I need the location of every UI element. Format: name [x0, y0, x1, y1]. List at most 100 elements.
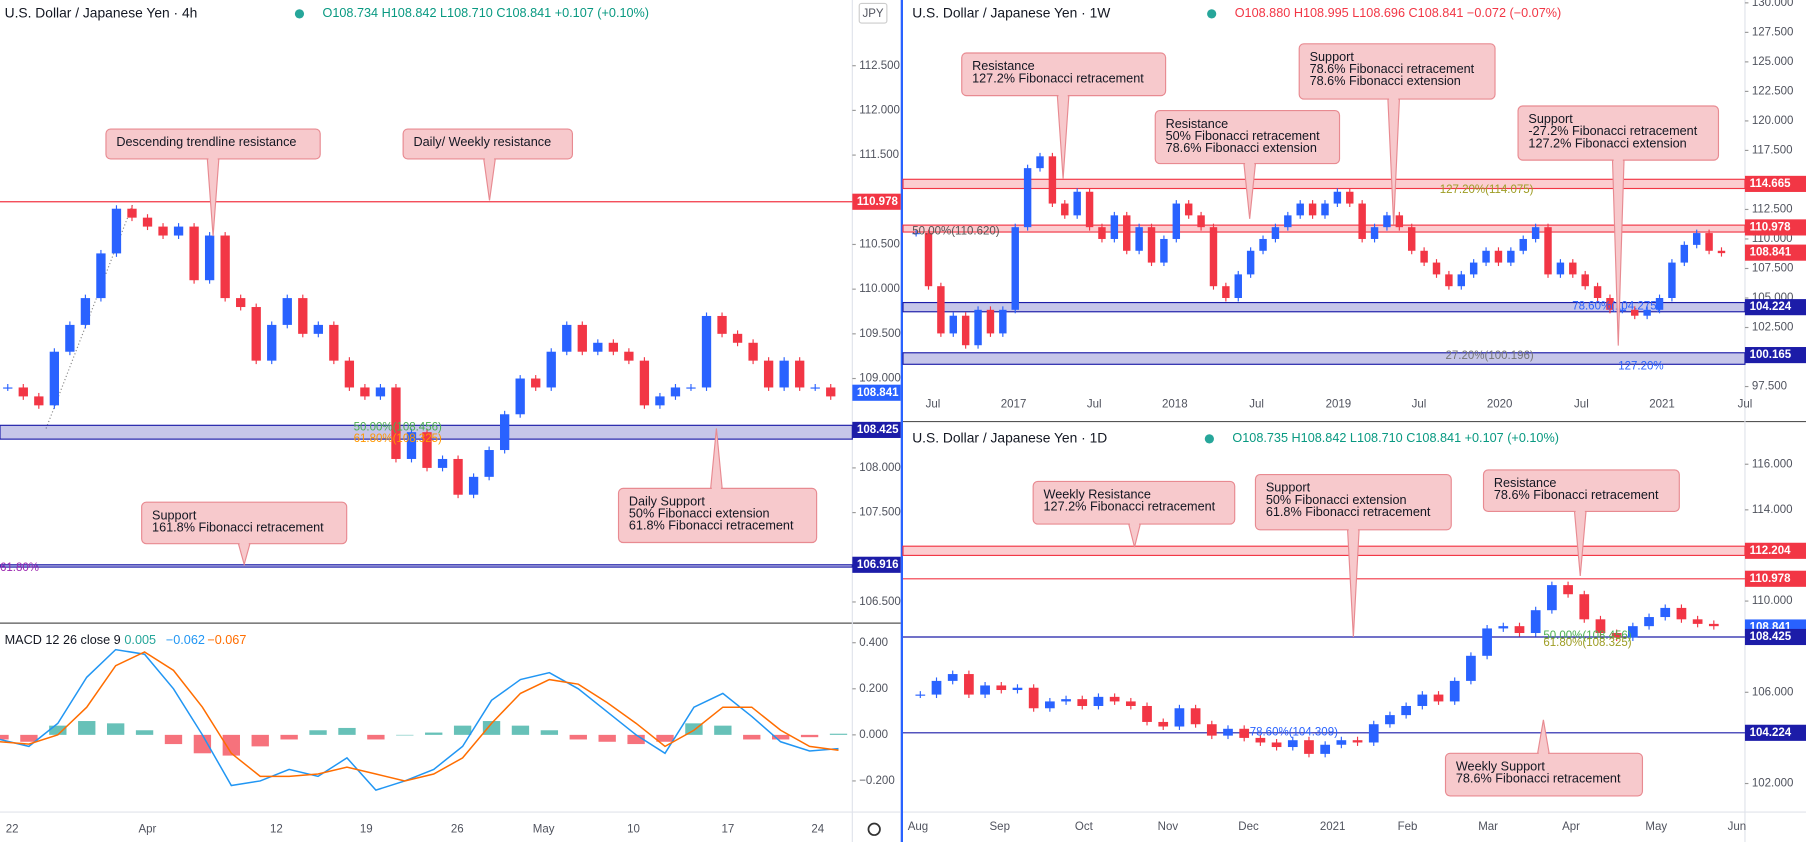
candle [1296, 203, 1304, 216]
candle [499, 414, 510, 451]
candle [127, 208, 137, 218]
candle [1012, 687, 1023, 691]
candle [1395, 215, 1404, 228]
macd-histogram [338, 727, 356, 735]
candle [1627, 626, 1638, 638]
macd-histogram [829, 733, 848, 735]
candle [1556, 262, 1565, 275]
candle [763, 360, 774, 388]
candle [484, 450, 494, 477]
y-tick-label: 112.500 [859, 60, 900, 72]
candle [986, 309, 995, 334]
price-tag-label: 108.841 [1750, 247, 1792, 259]
candle [267, 324, 277, 361]
y-tick-label: 0.000 [859, 729, 888, 741]
callout-seam [1245, 162, 1255, 165]
y-tick-label: 102.000 [1752, 778, 1794, 790]
candle [562, 324, 572, 352]
candle [1514, 626, 1525, 634]
macd-histogram [251, 734, 269, 747]
candle [1190, 708, 1201, 725]
macd-histogram [164, 734, 183, 745]
candle [1547, 585, 1557, 611]
price-tag [1744, 570, 1806, 587]
y-tick-label: 130.000 [1752, 0, 1794, 9]
callout-text: 50% Fibonacci retracement [1166, 129, 1321, 143]
candle [1457, 274, 1466, 287]
status-dot [1204, 434, 1214, 444]
y-tick-label: 110.500 [859, 239, 900, 251]
x-tick-label: Mar [1478, 821, 1498, 833]
y-tick-label: 111.500 [859, 149, 899, 161]
candle [779, 360, 789, 388]
candle [1036, 156, 1044, 169]
status-dot [294, 9, 305, 19]
macd-title: MACD 12 26 close 9 [5, 633, 121, 647]
candle [18, 387, 28, 397]
candle [577, 324, 587, 352]
candle [1544, 227, 1552, 275]
price-tag-label: 110.978 [1750, 221, 1792, 233]
candle [931, 680, 942, 695]
settings-icon[interactable] [867, 822, 881, 836]
candle [96, 253, 106, 299]
macd-histogram [453, 725, 472, 735]
callout-seam [1348, 528, 1358, 531]
callout-text: 127.2% Fibonacci extension [1528, 136, 1686, 150]
macd-reading: −0.062 [166, 633, 205, 647]
callout-seam [1058, 94, 1068, 97]
candle [1385, 715, 1395, 725]
candle [1158, 721, 1169, 727]
ohlc: O108.734 H108.842 L108.710 C108.841 +0.1… [323, 6, 650, 20]
candle [1209, 227, 1218, 287]
y-tick-label: 127.500 [1752, 26, 1794, 38]
candle [639, 360, 650, 406]
candle [1093, 696, 1104, 706]
candle [1125, 701, 1136, 706]
x-tick-label: Jul [1087, 398, 1102, 410]
x-tick-label: May [533, 823, 555, 835]
price-tag-label: 106.916 [857, 559, 899, 571]
candle [1432, 262, 1441, 275]
candle [1085, 191, 1094, 228]
candle [1482, 250, 1490, 263]
candle [1593, 286, 1602, 298]
price-tag [1744, 219, 1806, 236]
x-tick-label: Nov [1158, 821, 1179, 833]
callout-text: 78.6% Fibonacci retracement [1310, 62, 1475, 76]
candle [515, 378, 525, 415]
y-tick-label: 106.500 [859, 596, 901, 608]
candle [1507, 250, 1515, 263]
candle [1618, 309, 1627, 311]
y-tick-label: 110.000 [1752, 595, 1793, 607]
candle [313, 324, 323, 334]
y-tick-label: 120.000 [1752, 115, 1794, 127]
callout-text: Support [1310, 50, 1355, 64]
candle [717, 315, 727, 334]
fib-label: 78.60%(104.309) [1250, 727, 1338, 739]
callout-text: 78.6% Fibonacci extension [1310, 74, 1461, 88]
price-tag-label: 114.665 [1750, 178, 1792, 190]
y-tick-label: 109.000 [859, 373, 901, 385]
callout-text: Weekly Support [1456, 759, 1546, 773]
fib-label: 61.80% [0, 562, 39, 574]
candle [1308, 203, 1317, 216]
x-tick-label: 2021 [1320, 821, 1346, 833]
macd-histogram [222, 734, 240, 756]
callout-seam [208, 157, 218, 161]
candle [961, 315, 970, 346]
fib-label: 127.20%(114.075) [1440, 184, 1534, 196]
candle [189, 226, 199, 281]
callout-text: 61.8% Fibonacci retracement [1266, 505, 1431, 519]
ohlc: O108.735 H108.842 L108.710 C108.841 +0.1… [1232, 431, 1559, 445]
currency-box[interactable] [858, 2, 888, 24]
symbol: U.S. Dollar / Japanese Yen · 1D [912, 430, 1107, 446]
candle [1643, 309, 1651, 316]
fib-label: 50.00%(108.456) [1543, 630, 1631, 642]
candle [204, 235, 215, 281]
candle [391, 387, 401, 459]
fib-label: 78.60%(104.275) [1572, 300, 1660, 312]
x-tick-label: 2021 [1649, 398, 1675, 410]
candle [1287, 740, 1298, 748]
x-tick-label: Apr [138, 823, 156, 835]
